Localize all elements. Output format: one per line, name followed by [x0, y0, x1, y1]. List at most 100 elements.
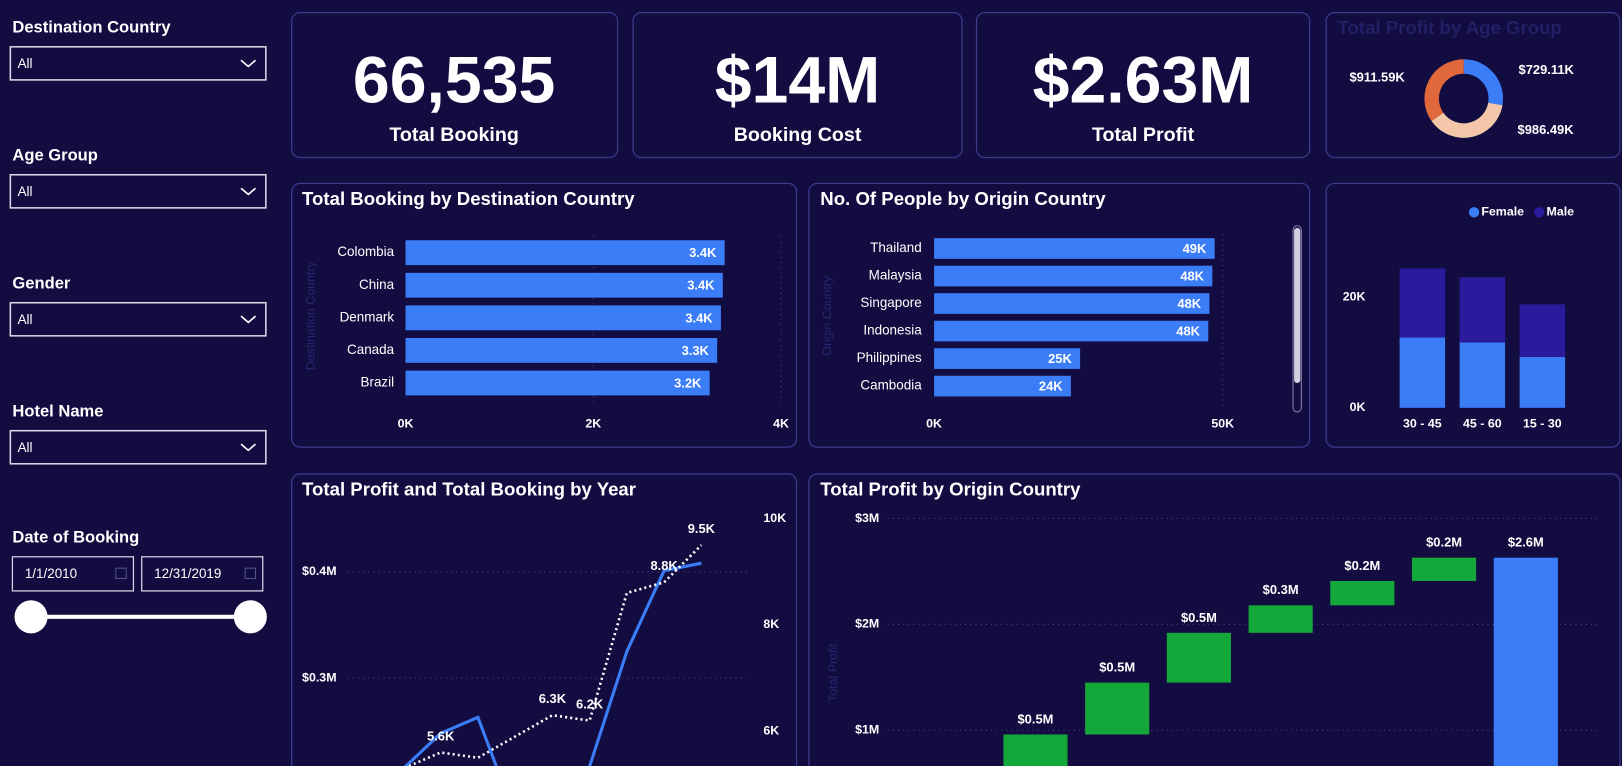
- x-tick-label: 50K: [1211, 417, 1234, 431]
- data-label: 5.6K: [427, 728, 455, 743]
- donut-slice: [1431, 102, 1503, 138]
- slider-handle[interactable]: [233, 600, 267, 634]
- data-label: $0.5M: [1181, 610, 1217, 625]
- kpi-label: Total Profit: [1092, 124, 1195, 146]
- bar: [405, 272, 723, 298]
- calendar-icon: [244, 567, 257, 580]
- panel: [808, 182, 1311, 448]
- data-label: 8.8K: [650, 558, 678, 573]
- kpi-label: Booking Cost: [734, 124, 862, 146]
- date-input[interactable]: [11, 556, 135, 592]
- y-tick-label: Colombia: [337, 244, 394, 259]
- line-series: [405, 544, 703, 766]
- y-tick-label: Denmark: [340, 309, 395, 324]
- data-label: 48K: [1180, 268, 1204, 283]
- line-series: [403, 561, 702, 766]
- y2-tick-label: 10K: [763, 511, 786, 525]
- data-label: $0.5M: [1099, 660, 1135, 675]
- y-tick-label: Cambodia: [860, 378, 922, 393]
- data-label: 9.5K: [688, 521, 716, 536]
- legend-marker: [1534, 207, 1545, 218]
- dropdown[interactable]: [9, 429, 267, 465]
- chart-title: Total Profit by Origin Country: [820, 479, 1081, 500]
- bar: [934, 320, 1209, 342]
- data-label: 49K: [1183, 241, 1207, 256]
- data-label: $0.5M: [1018, 711, 1054, 726]
- dropdown-value: All: [18, 312, 33, 327]
- chart-title: Total Profit and Total Booking by Year: [302, 479, 636, 500]
- filter-label: Destination Country: [12, 18, 171, 37]
- filter-label: Age Group: [12, 146, 98, 165]
- kpi-label: Total Booking: [389, 124, 518, 146]
- data-label: $986.49K: [1518, 122, 1575, 137]
- y-tick-label: Brazil: [361, 375, 395, 390]
- y-tick-label: Singapore: [860, 295, 921, 310]
- scrollbar-thumb[interactable]: [1294, 227, 1301, 383]
- dropdown-value: All: [18, 440, 33, 455]
- y-tick-label: $1M: [855, 723, 879, 737]
- bar-segment: [1519, 304, 1566, 357]
- x-tick-label: 0K: [398, 417, 414, 431]
- bar-segment: [1459, 342, 1506, 408]
- y-tick-label: $0.4M: [302, 564, 336, 578]
- kpi-value: 66,535: [353, 44, 555, 118]
- data-label: 3.4K: [689, 245, 717, 260]
- slider-handle[interactable]: [14, 600, 48, 634]
- kpi-value: $14M: [715, 44, 881, 118]
- dropdown[interactable]: [9, 173, 267, 209]
- data-label: $2.6M: [1508, 535, 1544, 550]
- bar: [405, 240, 725, 266]
- dropdown[interactable]: [9, 46, 267, 81]
- bar: [934, 348, 1081, 369]
- filter-label: Hotel Name: [12, 401, 103, 420]
- chevron: [240, 443, 257, 452]
- chart-title: Total Booking by Destination Country: [302, 188, 635, 209]
- y2-tick-label: 6K: [763, 723, 779, 737]
- x-tick-label: 2K: [585, 417, 601, 431]
- data-label: 6.2K: [576, 696, 604, 711]
- panel: [808, 473, 1621, 766]
- x-tick-label: 30 - 45: [1403, 417, 1442, 431]
- y-tick-label: Thailand: [870, 240, 922, 255]
- data-label: 3.4K: [687, 278, 715, 293]
- axis-title: Destination Country: [304, 260, 318, 370]
- y-tick-label: Indonesia: [863, 323, 922, 338]
- bar: [405, 338, 718, 363]
- bar: [934, 238, 1215, 259]
- chevron: [240, 187, 257, 196]
- axis-title: Total Profit: [826, 643, 840, 702]
- kpi-value: $2.63M: [1033, 44, 1254, 118]
- chart-title: Total Profit by Age Group: [1338, 17, 1562, 38]
- panel: [291, 473, 798, 766]
- dropdown[interactable]: [9, 301, 267, 337]
- x-tick-label: 4K: [773, 417, 789, 431]
- bar-segment: [1399, 268, 1446, 338]
- chevron: [240, 59, 257, 68]
- waterfall-bar: [1330, 580, 1395, 606]
- data-label: 6.3K: [539, 691, 567, 706]
- data-label: $911.59K: [1349, 69, 1405, 84]
- y-tick-label: China: [359, 277, 395, 292]
- donut-slice: [1463, 59, 1504, 106]
- bar-segment: [1399, 337, 1446, 408]
- y-tick-label: 0K: [1350, 400, 1366, 414]
- x-tick-label: 15 - 30: [1523, 417, 1562, 431]
- dropdown-value: All: [18, 56, 33, 71]
- x-tick-label: 0K: [926, 417, 942, 431]
- data-label: 3.3K: [682, 343, 710, 358]
- waterfall-bar: [1412, 557, 1477, 581]
- date-input[interactable]: [141, 556, 264, 592]
- panel: [975, 12, 1311, 159]
- chevron: [240, 315, 257, 324]
- waterfall-bar: [1003, 734, 1068, 766]
- data-label: 3.4K: [685, 310, 713, 325]
- date-value: 1/1/2010: [25, 566, 77, 581]
- bar: [934, 265, 1213, 287]
- bar: [934, 293, 1210, 314]
- calendar-icon: [115, 567, 127, 580]
- data-label: 48K: [1177, 296, 1201, 311]
- legend-marker: [1468, 207, 1480, 218]
- data-label: 3.2K: [674, 375, 702, 390]
